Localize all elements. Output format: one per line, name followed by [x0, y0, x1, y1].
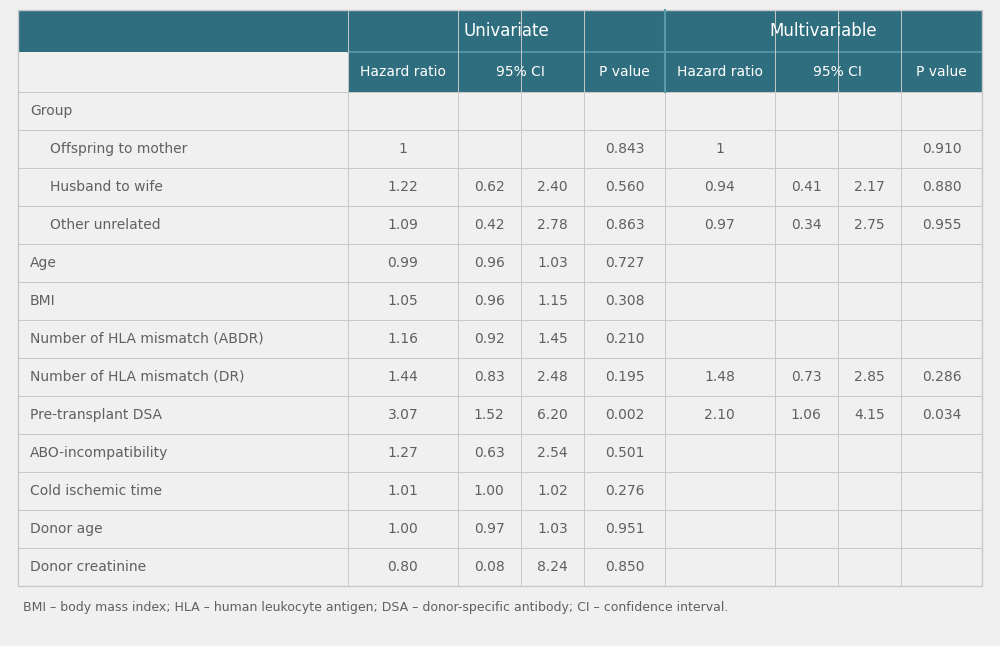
Text: Other unrelated: Other unrelated — [50, 218, 161, 232]
Text: 0.308: 0.308 — [605, 294, 644, 308]
Text: Number of HLA mismatch (DR): Number of HLA mismatch (DR) — [30, 370, 244, 384]
Text: Husband to wife: Husband to wife — [50, 180, 163, 194]
Text: 1.09: 1.09 — [387, 218, 418, 232]
Text: 1.48: 1.48 — [704, 370, 735, 384]
Text: 0.195: 0.195 — [605, 370, 644, 384]
Text: Hazard ratio: Hazard ratio — [360, 65, 446, 79]
Text: 0.276: 0.276 — [605, 484, 644, 498]
Text: 1: 1 — [398, 142, 407, 156]
Text: Univariate: Univariate — [464, 22, 549, 40]
Text: 0.94: 0.94 — [704, 180, 735, 194]
Text: 1.27: 1.27 — [387, 446, 418, 460]
Text: 0.96: 0.96 — [474, 294, 505, 308]
Text: 0.62: 0.62 — [474, 180, 505, 194]
Text: 2.10: 2.10 — [704, 408, 735, 422]
Text: P value: P value — [599, 65, 650, 79]
Text: 0.210: 0.210 — [605, 332, 644, 346]
Text: 0.99: 0.99 — [387, 256, 418, 270]
Text: 0.42: 0.42 — [474, 218, 505, 232]
Text: 0.863: 0.863 — [605, 218, 644, 232]
Bar — [18, 10, 982, 586]
Text: 2.17: 2.17 — [854, 180, 885, 194]
Text: Age: Age — [30, 256, 57, 270]
Text: 1.02: 1.02 — [537, 484, 568, 498]
Text: 0.41: 0.41 — [791, 180, 822, 194]
Text: 4.15: 4.15 — [854, 408, 885, 422]
Text: ABO-incompatibility: ABO-incompatibility — [30, 446, 168, 460]
Text: 0.97: 0.97 — [474, 522, 505, 536]
Text: BMI – body mass index; HLA – human leukocyte antigen; DSA – donor-specific antib: BMI – body mass index; HLA – human leuko… — [23, 601, 728, 614]
Text: Cold ischemic time: Cold ischemic time — [30, 484, 162, 498]
Text: 2.40: 2.40 — [537, 180, 568, 194]
Text: 3.07: 3.07 — [387, 408, 418, 422]
Text: 1.52: 1.52 — [474, 408, 505, 422]
Text: 0.97: 0.97 — [704, 218, 735, 232]
Text: 95% CI: 95% CI — [496, 65, 545, 79]
Text: 0.286: 0.286 — [922, 370, 961, 384]
Text: 0.560: 0.560 — [605, 180, 644, 194]
Text: P value: P value — [916, 65, 967, 79]
Text: 2.54: 2.54 — [537, 446, 568, 460]
Text: 0.83: 0.83 — [474, 370, 505, 384]
Text: Pre-transplant DSA: Pre-transplant DSA — [30, 408, 162, 422]
Text: 0.880: 0.880 — [922, 180, 961, 194]
Text: 0.63: 0.63 — [474, 446, 505, 460]
Text: 0.34: 0.34 — [791, 218, 822, 232]
Text: Offspring to mother: Offspring to mother — [50, 142, 187, 156]
Text: 2.48: 2.48 — [537, 370, 568, 384]
Text: 0.955: 0.955 — [922, 218, 961, 232]
Text: 1: 1 — [715, 142, 724, 156]
Text: Donor age: Donor age — [30, 522, 103, 536]
Bar — [348, 52, 982, 92]
Text: 1.22: 1.22 — [387, 180, 418, 194]
Text: Hazard ratio: Hazard ratio — [677, 65, 763, 79]
Text: 0.96: 0.96 — [474, 256, 505, 270]
Text: 1.16: 1.16 — [387, 332, 418, 346]
Text: 0.850: 0.850 — [605, 560, 644, 574]
Text: 1.01: 1.01 — [387, 484, 418, 498]
Text: 2.75: 2.75 — [854, 218, 885, 232]
Text: 2.85: 2.85 — [854, 370, 885, 384]
Text: 0.501: 0.501 — [605, 446, 644, 460]
Text: 0.951: 0.951 — [605, 522, 644, 536]
Text: 0.92: 0.92 — [474, 332, 505, 346]
Text: 1.44: 1.44 — [387, 370, 418, 384]
Text: 0.843: 0.843 — [605, 142, 644, 156]
Text: 0.910: 0.910 — [922, 142, 961, 156]
Text: 0.002: 0.002 — [605, 408, 644, 422]
Text: 1.45: 1.45 — [537, 332, 568, 346]
Text: 0.08: 0.08 — [474, 560, 505, 574]
Text: 1.00: 1.00 — [387, 522, 418, 536]
Text: 1.00: 1.00 — [474, 484, 505, 498]
Text: 1.06: 1.06 — [791, 408, 822, 422]
Text: 1.03: 1.03 — [537, 522, 568, 536]
Text: Multivariable: Multivariable — [770, 22, 877, 40]
Text: 2.78: 2.78 — [537, 218, 568, 232]
Bar — [18, 10, 982, 52]
Text: 1.05: 1.05 — [387, 294, 418, 308]
Text: Donor creatinine: Donor creatinine — [30, 560, 146, 574]
Text: Group: Group — [30, 104, 72, 118]
Text: BMI: BMI — [30, 294, 56, 308]
Bar — [18, 10, 982, 586]
Text: Number of HLA mismatch (ABDR): Number of HLA mismatch (ABDR) — [30, 332, 264, 346]
Text: 0.727: 0.727 — [605, 256, 644, 270]
Text: 1.15: 1.15 — [537, 294, 568, 308]
Text: 95% CI: 95% CI — [813, 65, 862, 79]
Text: 0.80: 0.80 — [387, 560, 418, 574]
Text: 8.24: 8.24 — [537, 560, 568, 574]
Text: 6.20: 6.20 — [537, 408, 568, 422]
Text: 0.034: 0.034 — [922, 408, 961, 422]
Text: 0.73: 0.73 — [791, 370, 822, 384]
Text: 1.03: 1.03 — [537, 256, 568, 270]
